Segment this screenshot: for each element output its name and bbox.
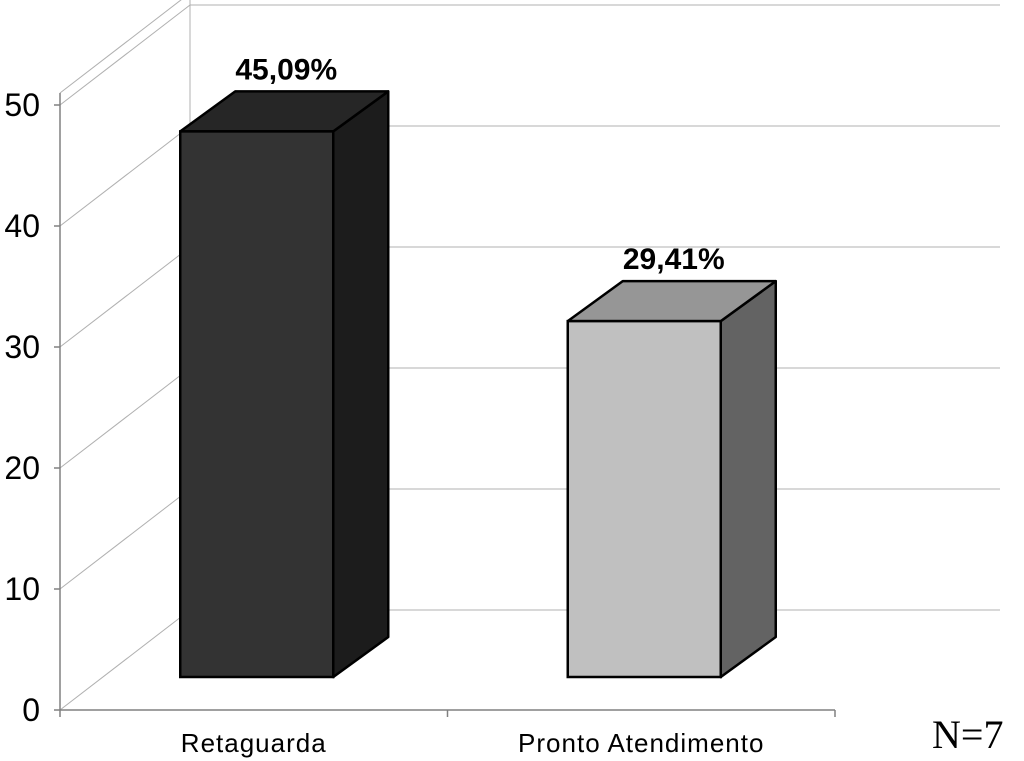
- floor-left-edge: [59, 609, 191, 711]
- y-tick-label: 0: [22, 692, 40, 728]
- gridline-side: [59, 246, 191, 348]
- bar-side-face: [332, 90, 390, 679]
- bar-1: 45,09%: [179, 53, 390, 679]
- y-tick-label: 50: [4, 87, 40, 123]
- y-tick-label: 40: [4, 208, 40, 244]
- gridline-side: [59, 367, 191, 469]
- bar-value-label: 29,41%: [623, 243, 725, 276]
- bar-front-face: [566, 319, 722, 679]
- gridline-side: [59, 125, 191, 227]
- gridline-side: [59, 488, 191, 590]
- y-tick-label: 20: [4, 450, 40, 486]
- gridline-side: [59, 4, 191, 106]
- bar-value-label: 45,09%: [235, 53, 337, 86]
- x-axis-categories: Retaguarda Pronto Atendimento: [59, 709, 836, 758]
- y-axis-ticks: 0 10 20 30 40 50: [4, 87, 61, 728]
- x-category-label: Pronto Atendimento: [518, 728, 764, 758]
- wall-top-diagonal: [59, 0, 182, 94]
- y-tick-label: 30: [4, 329, 40, 365]
- y-tick-label: 10: [4, 571, 40, 607]
- x-category-label: Retaguarda: [181, 728, 327, 758]
- bar-2: 29,41%: [566, 243, 777, 679]
- sample-size-note: N=7: [932, 712, 1003, 757]
- bar-front-face: [179, 130, 335, 679]
- bar-side-face: [719, 279, 777, 679]
- bars: 45,09% 29,41%: [179, 53, 777, 679]
